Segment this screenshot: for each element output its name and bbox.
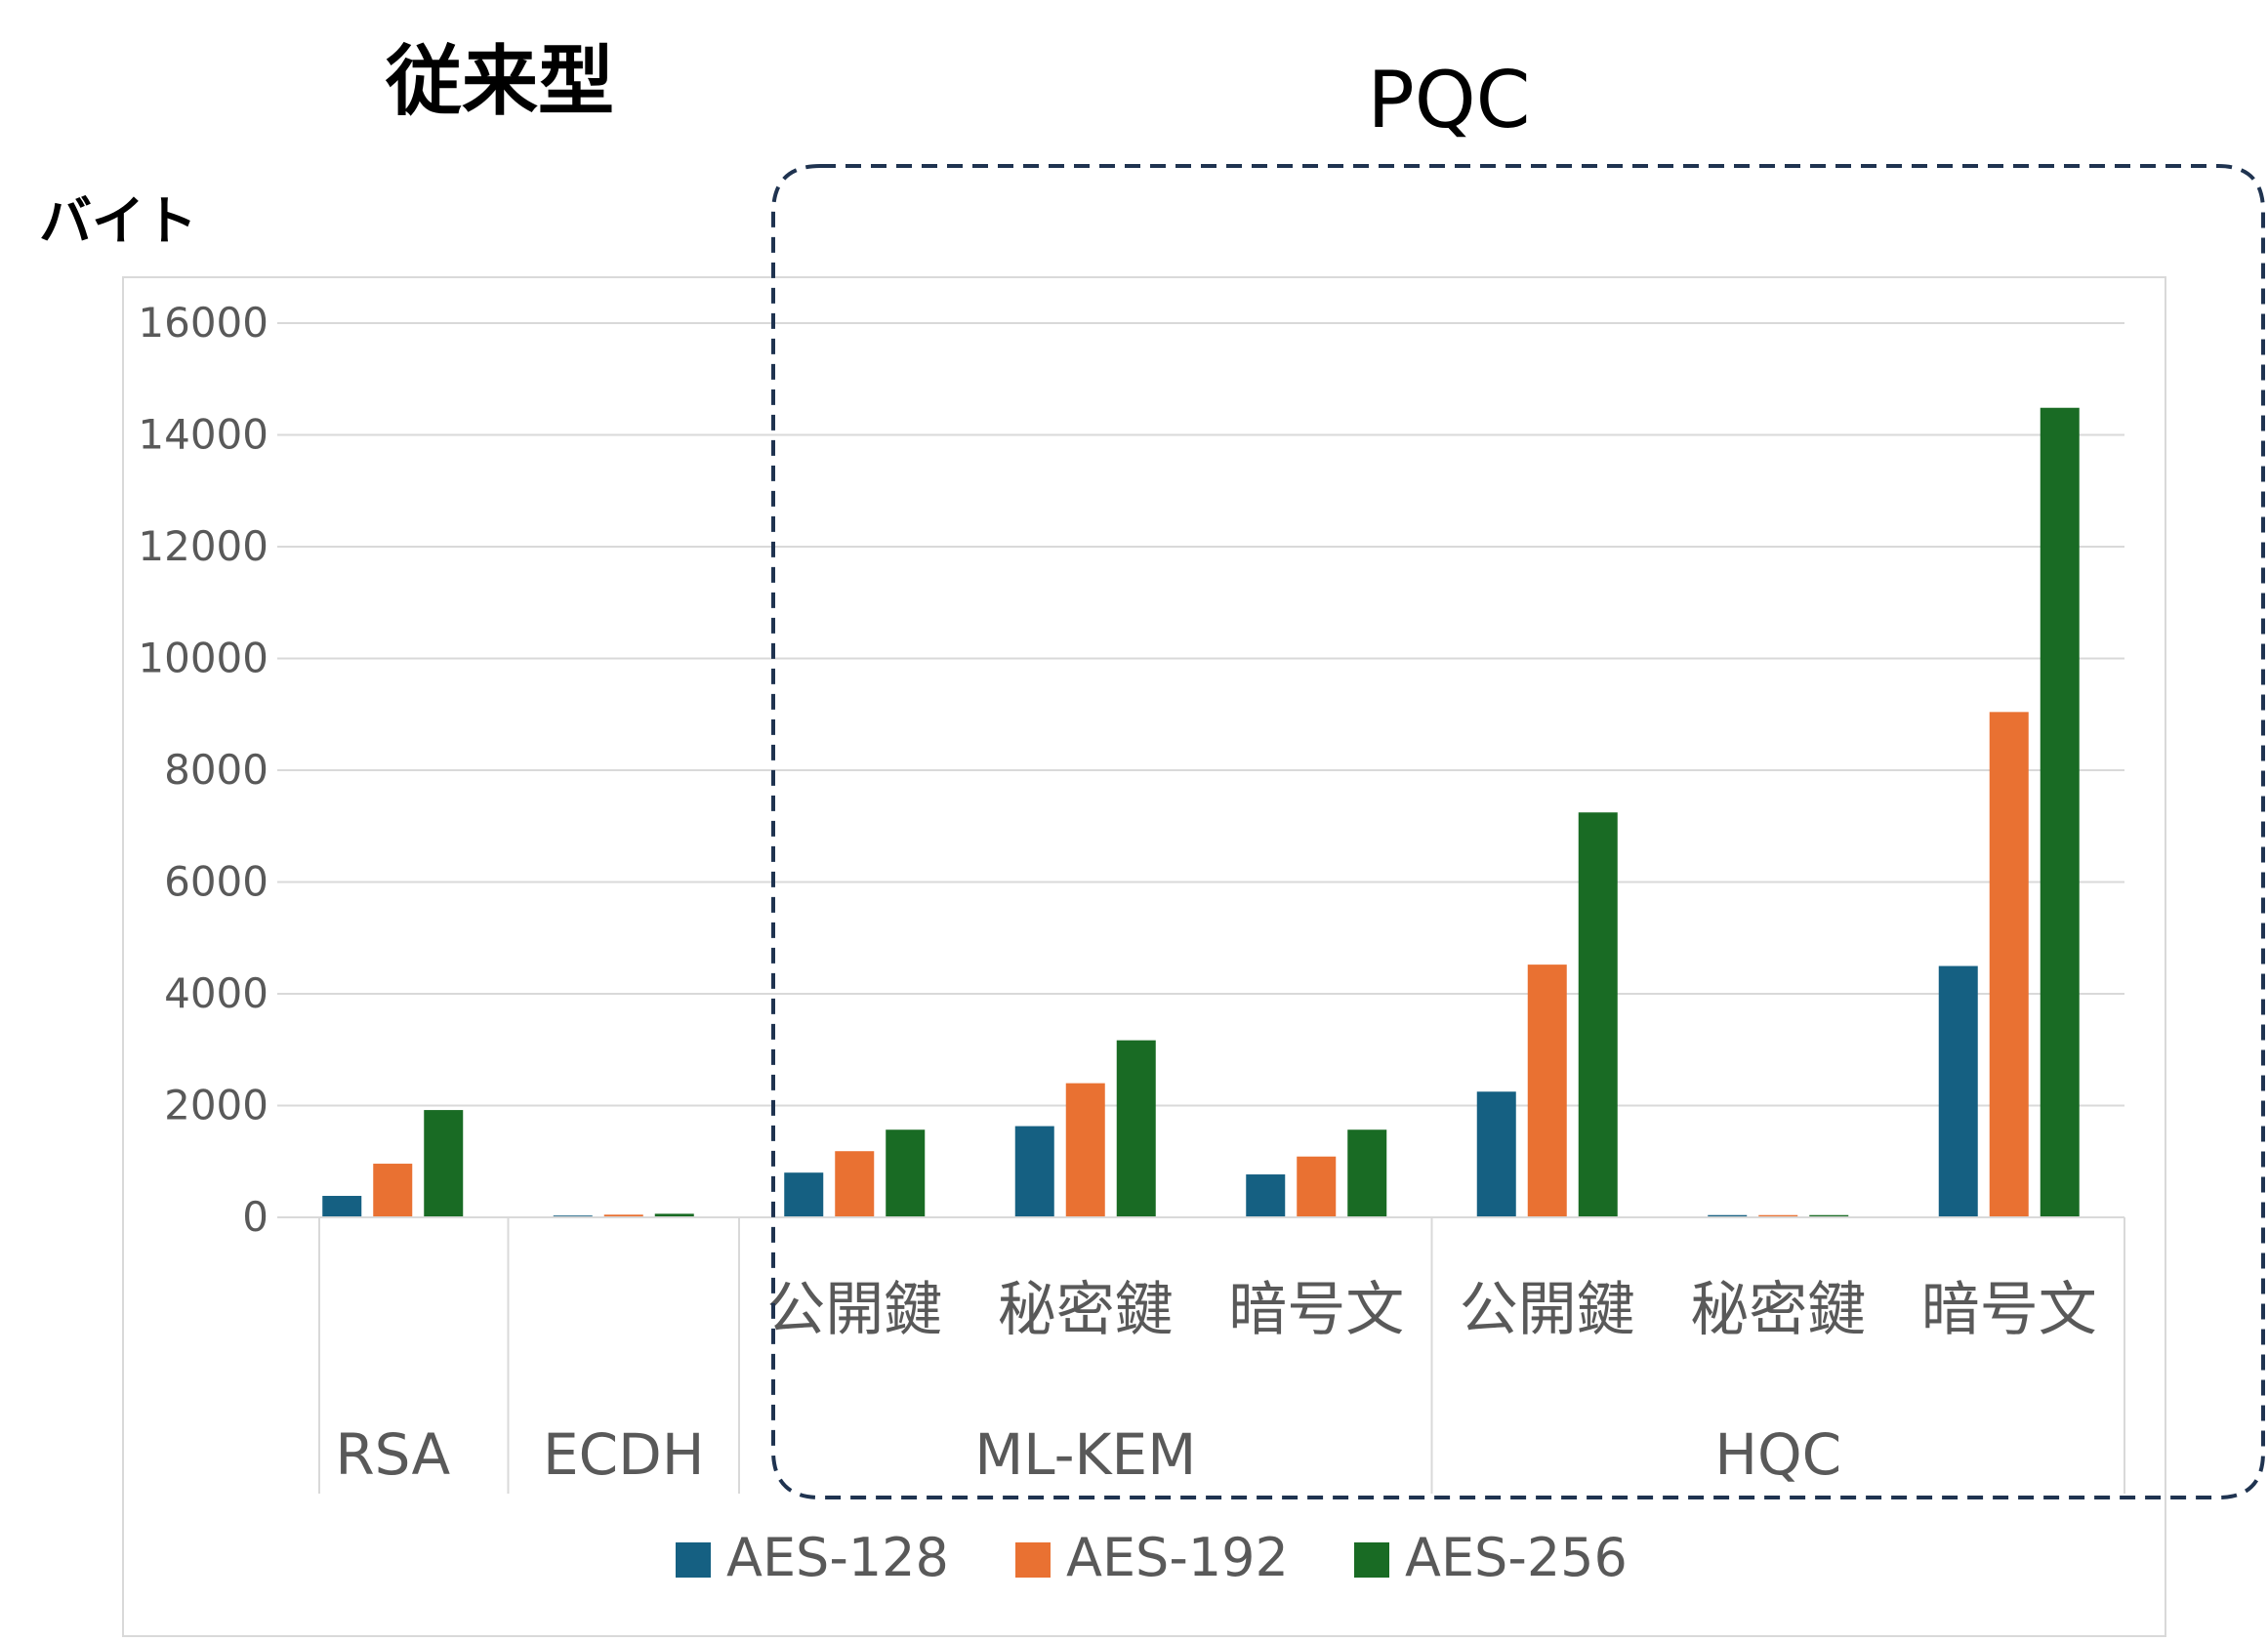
bar-aes-256 [1578,812,1618,1217]
bar-aes-128 [322,1196,362,1217]
legend-label: AES-192 [1066,1527,1289,1588]
y-axis-label: バイト [39,190,197,252]
legend-swatch [1354,1542,1389,1578]
legend-label: AES-256 [1405,1527,1628,1588]
bar-aes-128 [1708,1214,1748,1217]
bar-aes-256 [886,1129,926,1217]
bar-aes-128 [1014,1126,1054,1217]
bar-aes-128 [1246,1174,1286,1217]
bar-aes-256 [654,1213,694,1217]
bar-aes-192 [1297,1156,1337,1217]
bar-aes-256 [1809,1214,1849,1217]
bar-aes-192 [1527,965,1567,1217]
y-tick-labels: 0 2000 4000 6000 8000 10000 12000 14000 16000 [138,299,268,1241]
bar-aes-192 [1065,1083,1105,1217]
chart-frame [122,276,2166,1637]
x-category-label: 公開鍵 [766,1276,942,1344]
legend: AES-128 AES-192 AES-256 [676,1527,1628,1588]
pqc-region-outline [771,164,2265,1499]
y-tick-label: 8000 [164,746,268,794]
x-group-label: RSA [335,1421,450,1488]
bar-aes-192 [1758,1214,1798,1217]
bar-aes-256 [1116,1040,1156,1217]
y-tick-label: 6000 [164,858,268,906]
bar-aes-128 [784,1172,824,1217]
legend-swatch [676,1542,711,1578]
x-category-label: 暗号文 [1228,1276,1404,1344]
y-tick-label: 16000 [138,299,268,347]
legend-label: AES-128 [726,1527,949,1588]
x-category-label: 秘密鍵 [1690,1276,1866,1344]
bar-aes-256 [1347,1129,1387,1217]
bar-aes-256 [2040,407,2080,1217]
y-tick-label: 10000 [138,635,268,682]
x-category-label: 秘密鍵 [998,1276,1174,1344]
bar-aes-256 [424,1110,464,1217]
bar-aes-128 [1938,965,1978,1217]
bar-aes-192 [835,1151,875,1217]
conventional-label: 従来型 [385,38,614,126]
bars [322,407,2080,1217]
bar-aes-128 [1476,1091,1516,1217]
bar-aes-192 [1989,712,2029,1217]
pqc-label: PQC [1367,55,1530,145]
x-group-label: ECDH [543,1421,704,1488]
bar-aes-192 [603,1214,643,1217]
y-tick-label: 4000 [164,969,268,1017]
x-group-label: ML-KEM [974,1421,1196,1488]
bar-aes-192 [373,1164,413,1217]
legend-swatch [1015,1542,1051,1578]
y-tick-label: 14000 [138,411,268,459]
x-group-label: HQC [1714,1421,1841,1488]
y-tick-label: 0 [242,1193,268,1241]
x-category-label: 公開鍵 [1460,1276,1635,1344]
x-category-label: 暗号文 [1921,1276,2097,1344]
y-tick-label: 2000 [164,1082,268,1129]
y-tick-label: 12000 [138,522,268,570]
